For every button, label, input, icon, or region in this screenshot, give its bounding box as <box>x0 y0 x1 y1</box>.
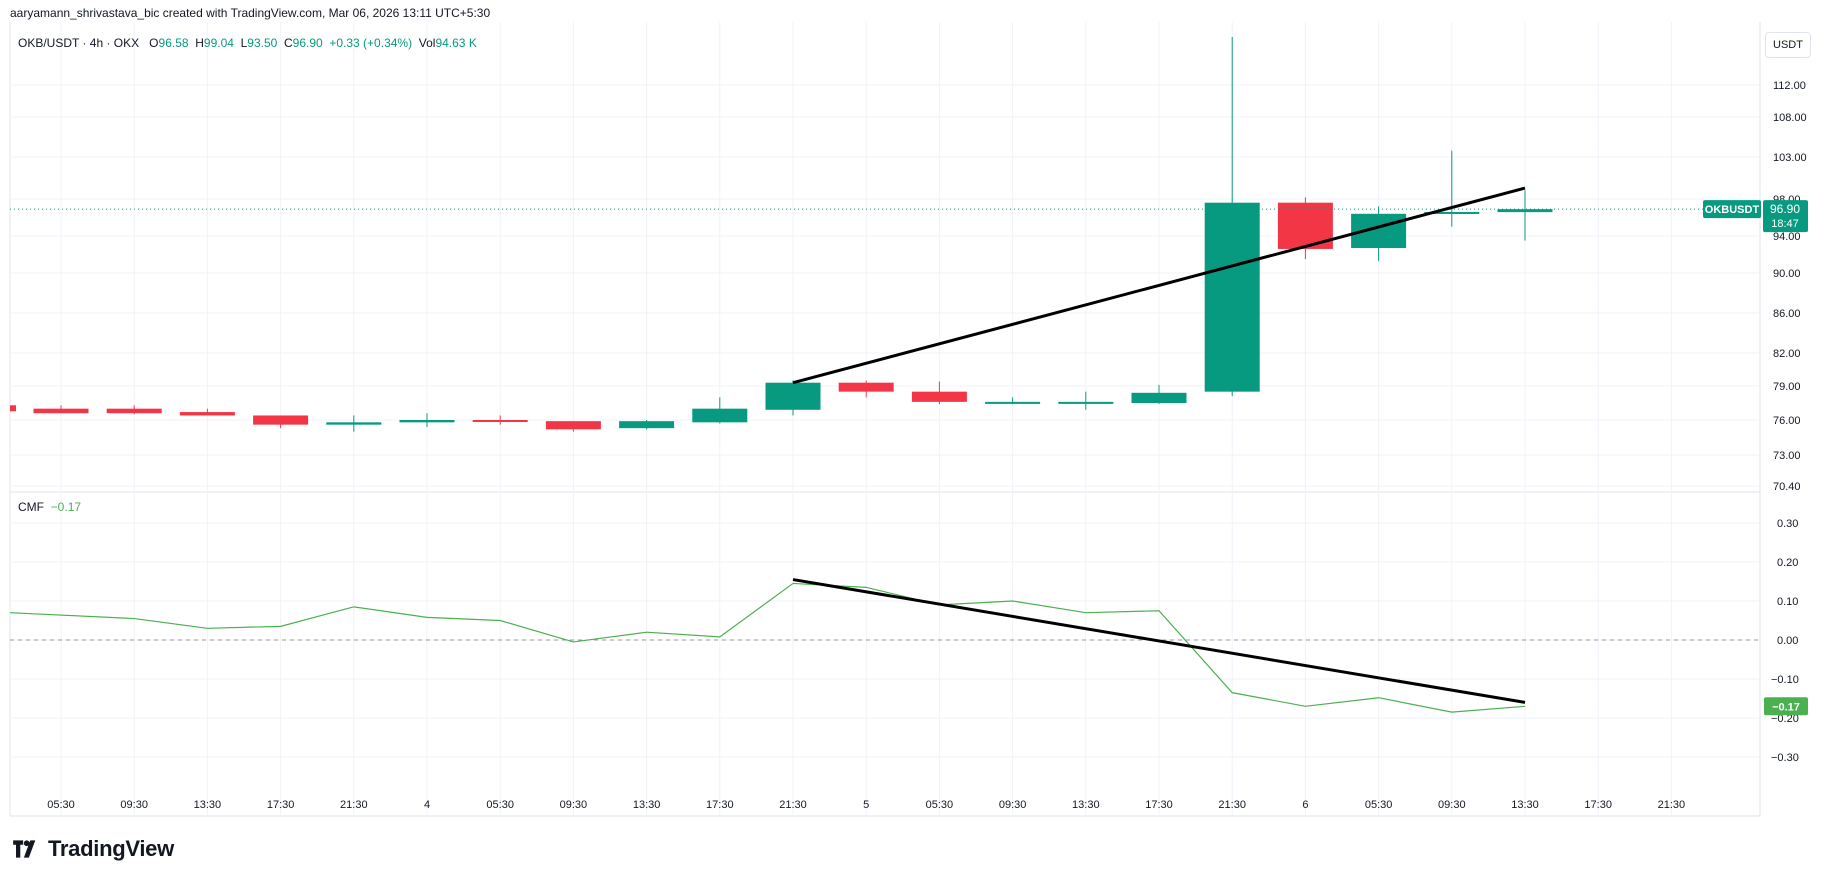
candle-body <box>911 391 967 402</box>
time-tick-label: 09:30 <box>1438 799 1466 811</box>
change-value: +0.33 (+0.34%) <box>329 36 413 50</box>
cmf-tick-label: 0.30 <box>1777 518 1798 530</box>
time-tick-label: 17:30 <box>706 799 734 811</box>
volume-value: 94.63 K <box>435 36 477 50</box>
cmf-trendline <box>792 578 1526 704</box>
time-tick-label: 21:30 <box>1218 799 1246 811</box>
price-tick-label: 94.00 <box>1773 231 1801 243</box>
tradingview-logo[interactable]: TradingView <box>10 836 174 862</box>
close-value: 96.90 <box>292 36 323 50</box>
price-tick-label: 79.00 <box>1773 381 1801 393</box>
cmf-name: CMF <box>18 500 44 514</box>
price-pane <box>10 37 1760 432</box>
cmf-tick-label: 0.00 <box>1777 635 1798 647</box>
time-tick-label: 17:30 <box>1584 799 1612 811</box>
time-tick-label: 5 <box>863 799 869 811</box>
candle-body <box>326 422 382 425</box>
low-label: L <box>240 36 248 50</box>
time-tick-label: 13:30 <box>194 799 222 811</box>
time-tick-label: 05:30 <box>1365 799 1393 811</box>
time-tick-label: 17:30 <box>267 799 295 811</box>
low-value: 93.50 <box>247 36 278 50</box>
price-tick-label: 70.40 <box>1773 481 1801 493</box>
time-tick-label: 13:30 <box>633 799 661 811</box>
candle-body <box>838 382 894 392</box>
cmf-badge-value: −0.17 <box>1772 701 1800 713</box>
time-tick-label: 05:30 <box>926 799 954 811</box>
price-tick-label: 82.00 <box>1773 348 1801 360</box>
time-tick-label: 09:30 <box>999 799 1027 811</box>
volume-label: Vol <box>418 36 436 50</box>
price-tick-label: 103.00 <box>1773 152 1807 164</box>
time-tick-label: 13:30 <box>1072 799 1100 811</box>
cmf-badge <box>1764 697 1808 716</box>
price-tick-label: 90.00 <box>1773 268 1801 280</box>
price-trendline <box>792 186 1526 385</box>
candle-body <box>106 408 162 414</box>
time-tick-label: 09:30 <box>560 799 588 811</box>
cmf-tick-label: −0.10 <box>1771 674 1799 686</box>
time-tick-label: 09:30 <box>120 799 148 811</box>
symbol-label: OKB/USDT · 4h · OKX <box>18 36 140 50</box>
price-tick-label: 86.00 <box>1773 308 1801 320</box>
candle-body <box>1131 392 1187 403</box>
candle-body <box>619 421 675 429</box>
open-label: O <box>149 36 159 50</box>
candle-body <box>765 382 821 410</box>
ticker-badge <box>1703 200 1761 219</box>
candle-body <box>33 408 89 414</box>
grid-layer <box>9 22 1761 817</box>
candle-body <box>399 420 455 423</box>
chart-attribution: aaryamann_shrivastava_bic created with T… <box>10 6 491 20</box>
price-tick-label: 73.00 <box>1773 450 1801 462</box>
time-tick-label: 21:30 <box>1658 799 1686 811</box>
cmf-value: −0.17 <box>50 500 82 514</box>
price-tick-label: 112.00 <box>1773 80 1806 92</box>
cmf-legend[interactable]: CMF −0.17 <box>18 500 81 514</box>
price-tick-label: 108.00 <box>1773 112 1807 124</box>
cmf-line <box>9 582 1526 713</box>
price-badge-countdown: 18:47 <box>1771 218 1799 230</box>
time-tick-label: 21:30 <box>340 799 368 811</box>
cmf-tick-label: −0.30 <box>1771 752 1799 764</box>
price-badge-value: 96.90 <box>1770 202 1800 216</box>
time-tick-label: 05:30 <box>47 799 75 811</box>
price-badge <box>1763 200 1808 233</box>
candle-body <box>1204 202 1260 392</box>
candle-body <box>179 412 235 416</box>
cmf-tick-label: 0.10 <box>1777 596 1798 608</box>
candle-partial <box>10 405 16 412</box>
high-label: H <box>195 36 204 50</box>
ticker-badge-text: OKBUSDT <box>1705 204 1760 216</box>
time-tick-label: 05:30 <box>486 799 514 811</box>
time-tick-label: 21:30 <box>779 799 807 811</box>
candle-body <box>1058 401 1114 404</box>
axis-layer: 112.00108.00103.0098.0094.0090.0086.0082… <box>47 80 1806 811</box>
tradingview-wordmark: TradingView <box>48 836 174 861</box>
candle-body <box>985 401 1041 404</box>
cmf-tick-label: −0.20 <box>1771 713 1799 725</box>
tradingview-logo-icon <box>13 840 36 858</box>
time-tick-label: 13:30 <box>1511 799 1539 811</box>
candle-body <box>472 420 528 422</box>
currency-button[interactable]: USDT <box>1765 32 1811 58</box>
cmf-tick-label: 0.20 <box>1777 557 1798 569</box>
symbol-legend[interactable]: OKB/USDT · 4h · OKX O96.58 H99.04 L93.50… <box>18 36 477 50</box>
time-tick-label: 17:30 <box>1145 799 1173 811</box>
candle-body <box>545 421 601 430</box>
time-tick-label: 4 <box>424 799 430 811</box>
candle-body <box>253 415 309 425</box>
high-value: 99.04 <box>203 36 234 50</box>
candle-body <box>692 408 748 423</box>
candle-body <box>1424 211 1480 214</box>
close-label: C <box>283 36 293 50</box>
candle-body <box>1497 209 1553 213</box>
badge-layer: OKBUSDT 96.90 18:47 −0.17 <box>1703 200 1808 716</box>
time-tick-label: 6 <box>1302 799 1308 811</box>
price-tick-label: 76.00 <box>1773 415 1801 427</box>
open-value: 96.58 <box>158 36 189 50</box>
cmf-pane <box>9 578 1760 713</box>
